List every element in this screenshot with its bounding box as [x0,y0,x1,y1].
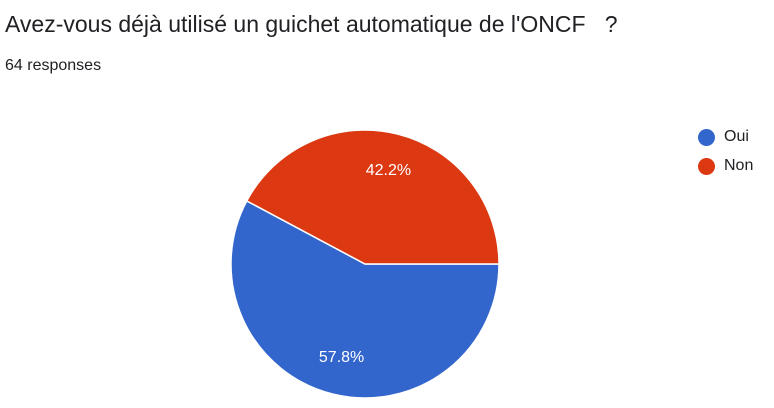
legend-item-oui[interactable]: Oui [698,127,753,147]
chart-legend: Oui Non [698,127,753,185]
legend-label-oui: Oui [724,127,749,147]
legend-item-non[interactable]: Non [698,156,753,176]
pie-label-oui: 57.8% [319,349,364,366]
legend-label-non: Non [724,156,753,176]
pie-label-non: 42.2% [366,162,411,179]
legend-swatch-oui [698,129,715,146]
legend-swatch-non [698,158,715,175]
